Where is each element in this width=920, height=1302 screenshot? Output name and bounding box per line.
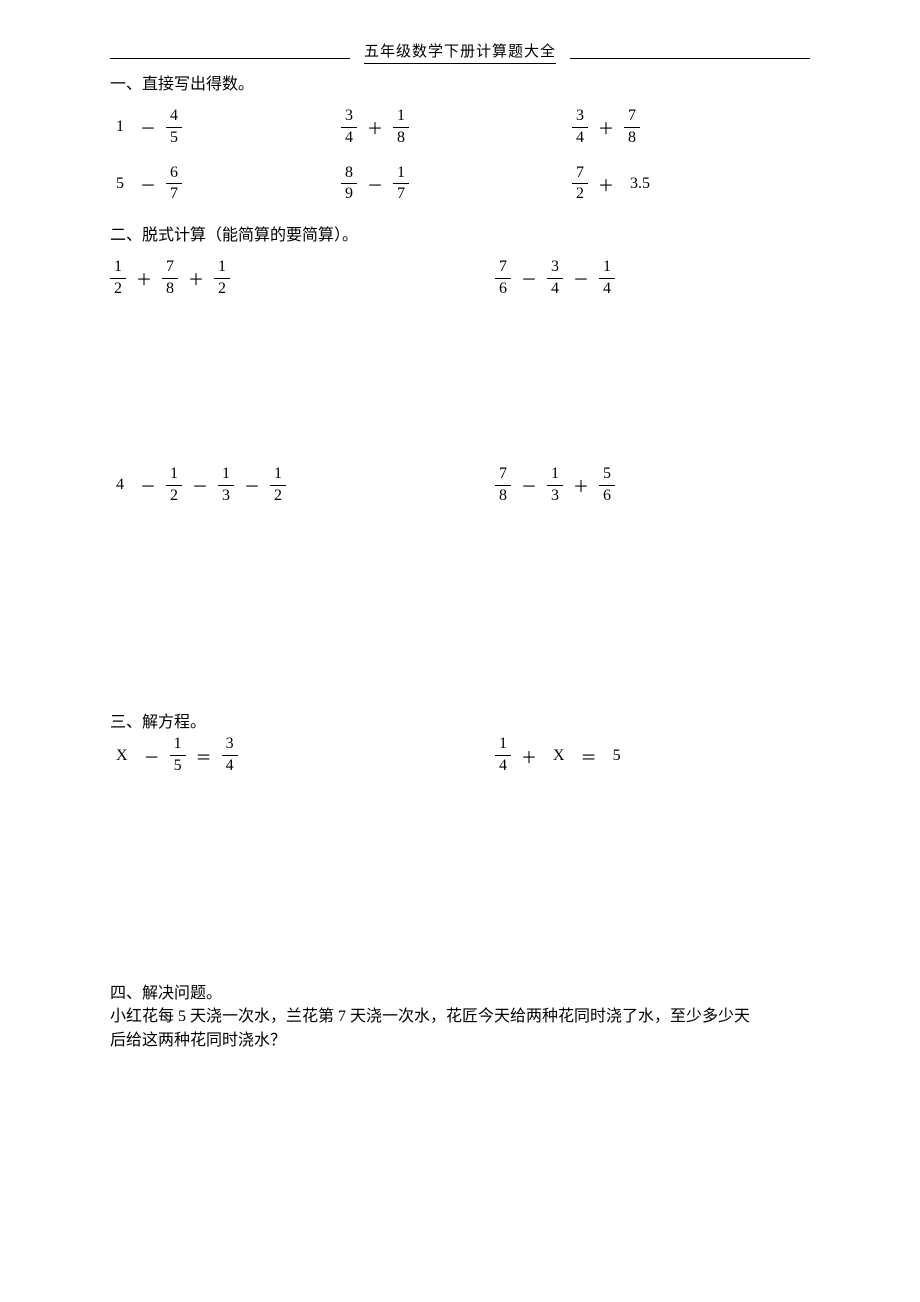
op-minus: － — [134, 172, 162, 196]
workspace-gap — [110, 793, 810, 973]
variable-x: X — [110, 747, 134, 765]
fraction: 13 — [218, 466, 234, 505]
s2-row2: 4 － 12 － 13 － 12 78 － 13 ＋ 56 — [110, 466, 810, 505]
fraction: 56 — [599, 466, 615, 505]
op-plus: ＋ — [567, 473, 595, 497]
fraction: 89 — [341, 165, 357, 204]
variable-x: X — [547, 747, 571, 765]
s1-row1: 1 － 4 5 34 ＋ 18 34 ＋ 78 — [110, 108, 810, 147]
fraction: 76 — [495, 259, 511, 298]
fraction: 78 — [162, 259, 178, 298]
fraction: 12 — [110, 259, 126, 298]
fraction: 15 — [170, 736, 186, 775]
fraction: 34 — [547, 259, 563, 298]
s1-r1c2: 34 ＋ 18 — [341, 108, 572, 147]
op-minus: － — [515, 473, 543, 497]
fraction: 72 — [572, 165, 588, 204]
header-rule-left — [110, 58, 350, 59]
int: 4 — [110, 476, 130, 494]
op-minus: － — [134, 115, 162, 139]
op-minus: － — [134, 473, 162, 497]
fraction: 34 — [341, 108, 357, 147]
workspace-gap — [110, 522, 810, 702]
page-title: 五年级数学下册计算题大全 — [364, 40, 556, 64]
fraction: 34 — [572, 108, 588, 147]
s2-r1c1: 12 ＋ 78 ＋ 12 — [110, 259, 495, 298]
fraction: 14 — [495, 736, 511, 775]
fraction: 18 — [393, 108, 409, 147]
op-plus: ＋ — [361, 115, 389, 139]
fraction: 12 — [214, 259, 230, 298]
op-minus: － — [361, 172, 389, 196]
s3-row: X － 15 ＝ 34 14 ＋ X ＝ 5 — [110, 736, 810, 775]
fraction: 12 — [270, 466, 286, 505]
op-minus: － — [238, 473, 266, 497]
page: 五年级数学下册计算题大全 一、直接写出得数。 1 － 4 5 34 ＋ 18 3… — [0, 0, 920, 1302]
op-minus: － — [186, 473, 214, 497]
decimal: 3.5 — [624, 175, 656, 193]
op-minus: － — [567, 266, 595, 290]
fraction: 17 — [393, 165, 409, 204]
op-plus: ＋ — [592, 172, 620, 196]
op-plus: ＋ — [182, 266, 210, 290]
s1-row2: 5 － 67 89 － 17 72 ＋ 3.5 — [110, 165, 810, 204]
fraction: 13 — [547, 466, 563, 505]
section-2-title: 二、脱式计算（能简算的要简算）。 — [110, 221, 810, 245]
header-rule-right — [570, 58, 810, 59]
int: 5 — [110, 175, 130, 193]
fraction: 78 — [624, 108, 640, 147]
op-equals: ＝ — [575, 744, 603, 768]
op-equals: ＝ — [190, 744, 218, 768]
s2-row1: 12 ＋ 78 ＋ 12 76 － 34 － 14 — [110, 259, 810, 298]
fraction: 12 — [166, 466, 182, 505]
fraction: 34 — [222, 736, 238, 775]
section-1-title: 一、直接写出得数。 — [110, 70, 810, 94]
fraction: 14 — [599, 259, 615, 298]
problem-line-2: 后给这两种花同时浇水？ — [110, 1029, 810, 1053]
int: 1 — [110, 118, 130, 136]
s1-r2c3: 72 ＋ 3.5 — [572, 165, 803, 204]
op-plus: ＋ — [592, 115, 620, 139]
s2-r1c2: 76 － 34 － 14 — [495, 259, 615, 298]
op-plus: ＋ — [130, 266, 158, 290]
op-minus: － — [515, 266, 543, 290]
fraction: 4 5 — [166, 108, 182, 147]
workspace-gap — [110, 316, 810, 466]
s3-c2: 14 ＋ X ＝ 5 — [495, 736, 627, 775]
s1-r1c3: 34 ＋ 78 — [572, 108, 803, 147]
op-plus: ＋ — [515, 744, 543, 768]
s1-r2c1: 5 － 67 — [110, 165, 341, 204]
s1-r1c1: 1 － 4 5 — [110, 108, 341, 147]
fraction: 67 — [166, 165, 182, 204]
s2-r2c1: 4 － 12 － 13 － 12 — [110, 466, 495, 505]
page-header: 五年级数学下册计算题大全 — [110, 40, 810, 64]
s2-r2c2: 78 － 13 ＋ 56 — [495, 466, 615, 505]
problem-line-1: 小红花每 5 天浇一次水，兰花第 7 天浇一次水，花匠今天给两种花同时浇了水，至… — [110, 1005, 810, 1029]
s3-c1: X － 15 ＝ 34 — [110, 736, 495, 775]
section-4-title: 四、解决问题。 — [110, 979, 810, 1003]
section-3-title: 三、解方程。 — [110, 708, 810, 732]
op-minus: － — [138, 744, 166, 768]
s1-r2c2: 89 － 17 — [341, 165, 572, 204]
word-problem: 小红花每 5 天浇一次水，兰花第 7 天浇一次水，花匠今天给两种花同时浇了水，至… — [110, 1005, 810, 1053]
fraction: 78 — [495, 466, 511, 505]
int: 5 — [607, 747, 627, 765]
